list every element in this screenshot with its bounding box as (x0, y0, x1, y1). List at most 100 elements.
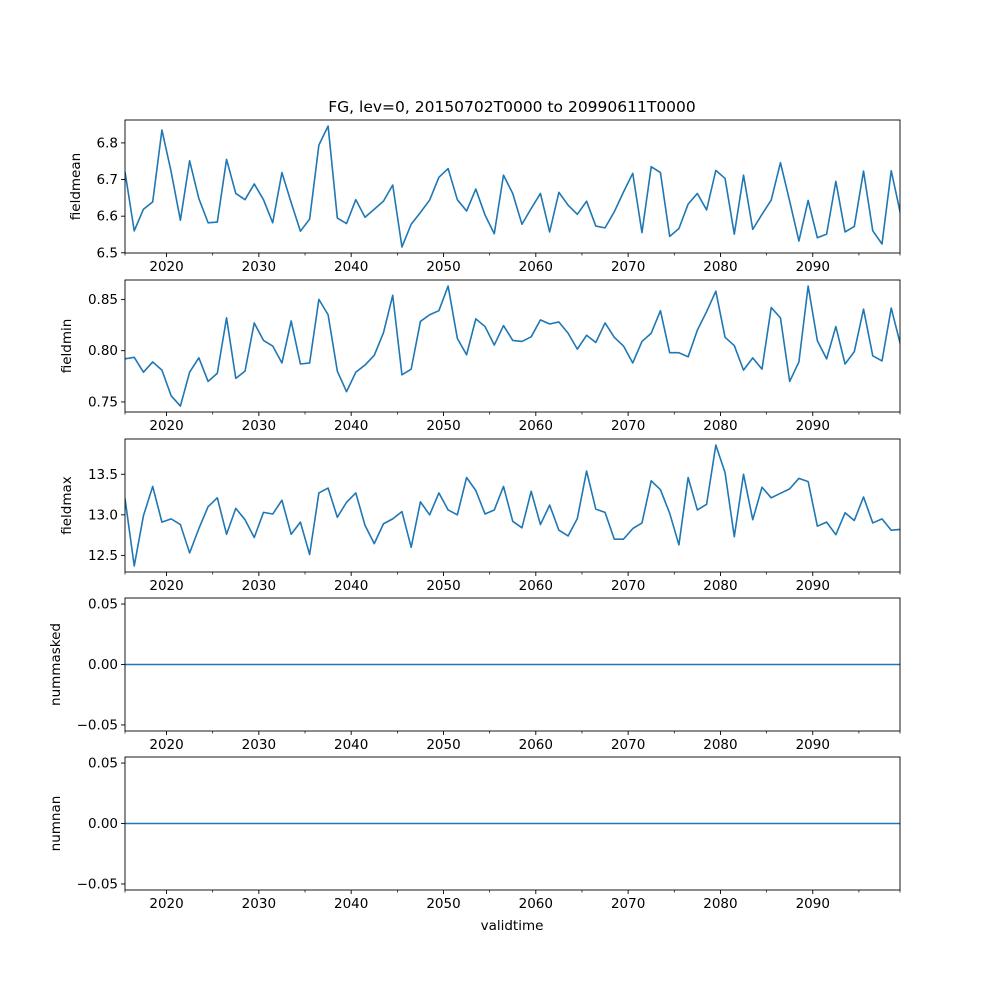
x-tick-label: 2070 (611, 259, 645, 275)
data-point (419, 663, 422, 666)
data-point (687, 203, 690, 206)
data-point (271, 513, 274, 516)
data-point (133, 229, 136, 232)
data-point (373, 208, 376, 211)
data-point (197, 356, 200, 359)
data-point (151, 200, 154, 203)
data-point (280, 822, 283, 825)
data-point (493, 508, 496, 511)
data-point (308, 822, 311, 825)
data-point (225, 663, 228, 666)
data-point (594, 822, 597, 825)
data-point (244, 822, 247, 825)
data-point (151, 822, 154, 825)
x-tick-label: 2090 (796, 737, 830, 753)
data-point (770, 496, 773, 499)
data-point (271, 663, 274, 666)
data-point (539, 822, 542, 825)
panel-fieldmean: 6.5 6.6 6.7 6.8 fieldmean 2020 2030 2040 2050 206… (68, 119, 901, 275)
data-point (890, 663, 893, 666)
data-point (234, 507, 237, 510)
data-point (687, 476, 690, 479)
data-point (170, 170, 173, 173)
data-point (594, 508, 597, 511)
data-point (696, 663, 699, 666)
data-point (511, 192, 514, 195)
data-point (456, 663, 459, 666)
x-tick-label: 2080 (703, 259, 737, 275)
data-point (604, 226, 607, 229)
data-point (751, 822, 754, 825)
x-tick-label: 2060 (519, 737, 553, 753)
data-point (862, 308, 865, 311)
data-point (631, 822, 634, 825)
data-point (336, 516, 339, 519)
data-point (640, 521, 643, 524)
data-point (760, 213, 763, 216)
data-point (797, 477, 800, 480)
data-point (853, 225, 856, 228)
x-tick-label: 2090 (796, 418, 830, 434)
data-point (871, 354, 874, 357)
data-point (419, 822, 422, 825)
data-point (437, 176, 440, 179)
data-point (271, 221, 274, 224)
data-point (327, 822, 330, 825)
data-point (881, 663, 884, 666)
data-point (133, 356, 136, 359)
data-point (133, 564, 136, 567)
data-point (299, 230, 302, 233)
data-point (788, 487, 791, 490)
data-point (659, 663, 662, 666)
data-point (871, 822, 874, 825)
panel-numnan: −0.05 0.00 0.05 numnan 2020 2030 2040 2050 2060 2… (48, 756, 902, 912)
y-tick-label: 0.00 (88, 657, 118, 673)
data-point (742, 663, 745, 666)
data-point (456, 337, 459, 340)
data-point (317, 822, 320, 825)
data-point (170, 822, 173, 825)
data-point (881, 243, 884, 246)
data-point (631, 172, 634, 175)
x-tick-label: 2020 (149, 418, 183, 434)
data-point (899, 822, 902, 825)
data-point (539, 318, 542, 321)
y-tick-label: 0.00 (88, 816, 118, 832)
data-point (262, 198, 265, 201)
data-point (853, 519, 856, 522)
data-point (742, 369, 745, 372)
axes-frame (124, 119, 901, 254)
data-point (613, 822, 616, 825)
x-tick-label: 2040 (334, 737, 368, 753)
data-point (447, 508, 450, 511)
data-point (705, 822, 708, 825)
data-point (567, 204, 570, 207)
data-point (327, 125, 330, 128)
data-point (299, 822, 302, 825)
data-point (779, 492, 782, 495)
data-point (881, 359, 884, 362)
data-point (807, 285, 810, 288)
data-point (733, 233, 736, 236)
data-point (760, 663, 763, 666)
data-point (834, 663, 837, 666)
x-tick-label: 2050 (426, 418, 460, 434)
data-point (262, 339, 265, 342)
data-point (511, 339, 514, 342)
data-point (428, 513, 431, 516)
data-point (437, 663, 440, 666)
y-tick-label: 6.6 (97, 209, 118, 225)
data-point (807, 199, 810, 202)
data-point (557, 320, 560, 323)
data-point (557, 663, 560, 666)
data-point (437, 822, 440, 825)
data-point (197, 527, 200, 530)
data-point (382, 200, 385, 203)
data-point (234, 377, 237, 380)
data-point (317, 144, 320, 147)
data-point (687, 822, 690, 825)
x-tick-label: 2030 (242, 418, 276, 434)
data-point (797, 240, 800, 243)
x-tick-label: 2020 (149, 259, 183, 275)
